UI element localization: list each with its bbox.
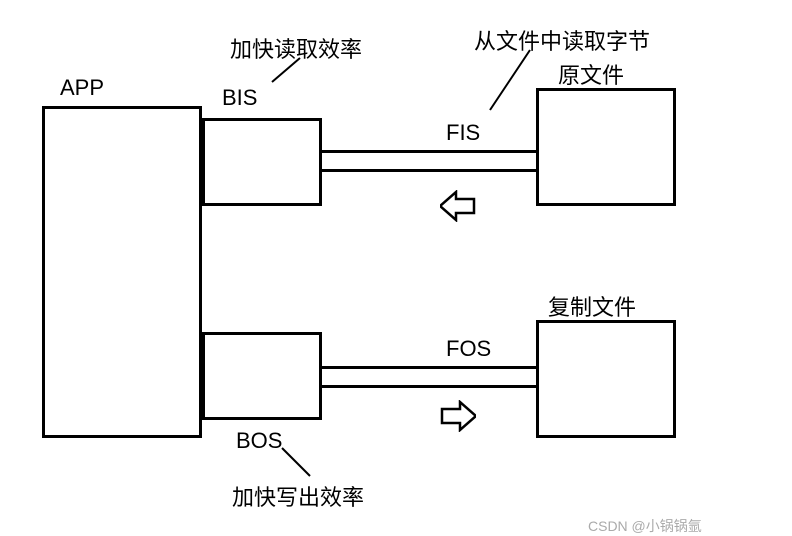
left-arrow-icon [440, 190, 476, 222]
bos-connector [282, 448, 310, 476]
connector-svg [0, 0, 792, 535]
watermark-text: CSDN @小锅锅氩 [588, 516, 702, 536]
right-arrow-icon [440, 400, 476, 432]
bis-connector [272, 58, 300, 82]
diagram-stage: APP BIS BOS FIS FOS 加快读取效率 加快写出效率 从文件中读取… [0, 0, 792, 535]
fis-connector [490, 50, 530, 110]
